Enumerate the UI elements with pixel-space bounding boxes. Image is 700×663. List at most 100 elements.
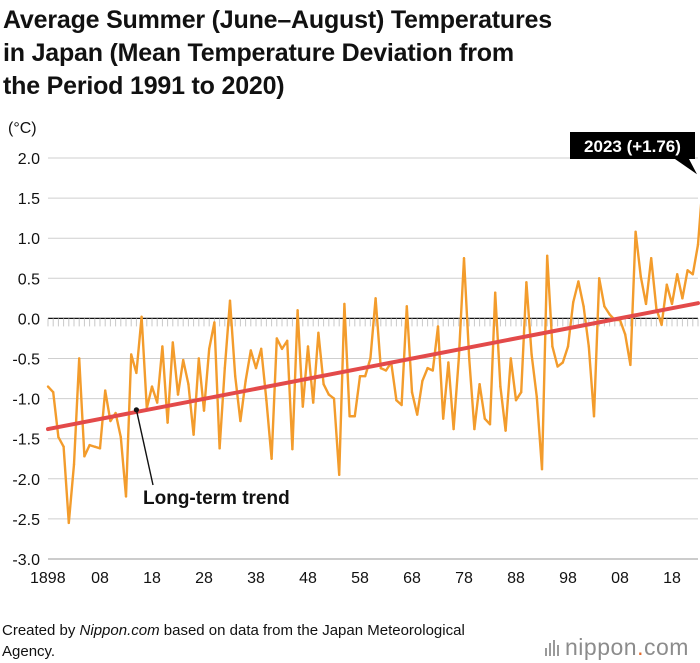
data-point [135, 371, 138, 375]
data-point [291, 447, 294, 451]
data-point [608, 313, 611, 316]
data-point [410, 390, 414, 394]
data-point [421, 379, 424, 383]
data-point [691, 273, 694, 276]
chart-title: Average Summer (June–August) Temperature… [3, 4, 683, 103]
y-tick-label: 2.0 [18, 151, 40, 168]
data-point [275, 337, 278, 340]
data-point [665, 283, 668, 286]
x-tick-label: 08 [611, 570, 629, 587]
x-tick-label: 88 [507, 570, 525, 587]
data-point [644, 302, 648, 306]
chart-title-line-3: the Period 1991 to 2020) [3, 72, 285, 100]
x-tick-label: 18 [663, 570, 681, 587]
data-point [530, 353, 533, 356]
y-tick-label: -2.5 [12, 512, 40, 529]
data-point [187, 382, 190, 386]
data-point [535, 395, 538, 399]
data-point [78, 357, 81, 360]
data-point [93, 445, 97, 448]
data-point [676, 273, 679, 276]
data-point [202, 409, 206, 412]
logo-dot: . [637, 634, 644, 660]
data-point [369, 357, 372, 360]
data-point [213, 321, 216, 324]
data-point [244, 379, 247, 383]
data-point [426, 366, 429, 370]
x-tick-label: 98 [559, 570, 577, 587]
data-point [343, 302, 346, 306]
data-point [509, 357, 512, 360]
data-point [130, 353, 133, 356]
data-point [265, 399, 268, 402]
data-point [650, 257, 653, 260]
chart-title-line-1: Average Summer (June–August) Temperature… [3, 6, 552, 34]
data-point [312, 401, 315, 404]
data-point [57, 435, 60, 439]
data-point [62, 445, 65, 448]
data-point [405, 305, 408, 308]
data-point [442, 417, 445, 420]
x-tick-label: 48 [299, 570, 317, 587]
logo-bars-icon [545, 640, 561, 656]
data-point [577, 280, 580, 283]
data-point [270, 457, 273, 460]
data-point [260, 347, 263, 351]
y-tick-label: -1.0 [12, 392, 40, 409]
data-point [374, 297, 377, 300]
data-point [239, 419, 242, 423]
trend-label: Long-term trend [143, 488, 290, 509]
data-point [234, 374, 237, 378]
trend-line [46, 301, 700, 432]
temperature-line [47, 203, 700, 525]
data-point [686, 269, 689, 272]
data-point [499, 385, 502, 388]
x-tick-label: 1898 [30, 570, 66, 587]
data-point [514, 399, 518, 402]
trend-layer [46, 301, 700, 432]
data-point [156, 401, 159, 404]
data-point [483, 417, 486, 420]
data-point [249, 349, 252, 352]
data-point [223, 366, 226, 370]
data-point [52, 390, 55, 394]
x-tick-label: 78 [455, 570, 473, 587]
data-point [436, 325, 440, 328]
data-point [457, 357, 460, 360]
y-tick-label: 1.0 [18, 231, 40, 248]
callout-label: 2023 (+1.76) [584, 137, 681, 156]
source-credit-suffix: based on data from the Japan Meteorologi… [2, 622, 465, 660]
data-point [525, 281, 528, 284]
data-point [468, 357, 471, 360]
data-point [171, 341, 174, 344]
data-point [332, 397, 336, 400]
data-point [88, 443, 91, 447]
data-point [384, 369, 388, 372]
data-point [551, 345, 554, 348]
data-point [520, 390, 523, 394]
data-point [46, 385, 50, 388]
data-point [306, 345, 310, 348]
source-credit-prefix: Created by [2, 622, 80, 639]
data-point [473, 427, 476, 431]
data-point [556, 365, 559, 368]
y-axis-label: (°C) [8, 120, 37, 137]
data-point [254, 366, 258, 370]
data-point [72, 463, 76, 466]
data-point [400, 403, 403, 407]
data-point [358, 374, 362, 378]
data-point [462, 257, 466, 260]
x-tick-label: 38 [247, 570, 265, 587]
data-point [670, 302, 674, 306]
data-point [119, 435, 123, 439]
data-point [182, 358, 185, 362]
data-point [587, 345, 590, 348]
data-point [140, 315, 143, 318]
data-point [192, 433, 195, 436]
axis-layer: (°C) 2.0 1.5 1.0 0.5 0.0 -0.5 -1.0 -1.5 -2.0 -2.5 -… [8, 120, 698, 587]
x-tick-label: 08 [91, 570, 109, 587]
data-point [572, 301, 575, 304]
data-point [104, 389, 107, 392]
data-point [504, 429, 507, 432]
y-tick-label: 1.5 [18, 191, 40, 208]
